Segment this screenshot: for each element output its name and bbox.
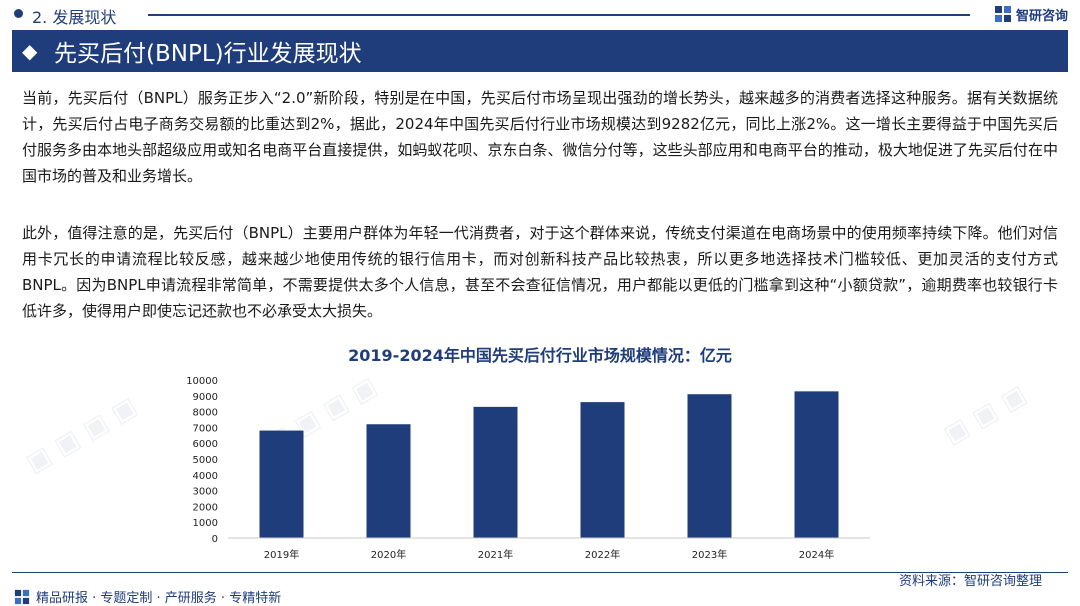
y-tick-label: 7000: [193, 423, 218, 434]
title-banner: ◆ 先买后付(BNPL)行业发展现状: [12, 30, 1068, 72]
x-tick-label: 2020年: [371, 548, 406, 561]
x-tick-label: 2023年: [692, 548, 727, 561]
y-tick-label: 1000: [193, 518, 218, 529]
y-tick-label: 10000: [186, 376, 218, 387]
y-tick-label: 9000: [193, 392, 218, 403]
y-tick-label: 2000: [193, 502, 218, 513]
brand-logo: 智研咨询: [994, 3, 1068, 25]
section-bullet-icon: [14, 9, 23, 18]
y-tick-label: 6000: [193, 439, 218, 450]
bars: [259, 391, 839, 538]
x-tick-label: 2019年: [264, 548, 299, 561]
footer-logo-icon: [14, 589, 30, 604]
bar-chart: 0 1000 2000 3000 4000 5000 6000 7000 8000 9000 100…: [186, 376, 870, 561]
y-tick-label: 8000: [193, 408, 218, 419]
page-title: 先买后付(BNPL)行业发展现状: [54, 41, 362, 67]
bar-2022年: [580, 402, 625, 538]
source-note: 资料来源：智研咨询整理: [898, 574, 1042, 589]
top-divider: [148, 14, 970, 16]
y-tick-label: 4000: [193, 471, 218, 482]
bar-2024年: [794, 391, 839, 538]
brand-logo-icon: [994, 6, 1011, 22]
x-axis: 2019年 2020年 2021年 2022年 2023年 2024年: [228, 537, 870, 561]
chart-title: 2019-2024年中国先买后付行业市场规模情况：亿元: [348, 346, 732, 365]
bar-2019年: [259, 430, 304, 538]
footer-bar: 精品研报 · 专题定制 · 产研服务 · 专精特新: [14, 587, 281, 606]
y-tick-label: 3000: [193, 487, 218, 498]
diamond-icon: ◆: [22, 39, 38, 63]
x-tick-label: 2021年: [478, 548, 513, 561]
x-tick-label: 2024年: [799, 548, 834, 561]
brand-name: 智研咨询: [1015, 8, 1068, 24]
y-tick-label: 5000: [193, 455, 218, 466]
bar-2023年: [687, 394, 732, 538]
y-axis: 0 1000 2000 3000 4000 5000 6000 7000 8000 9000 100…: [186, 376, 218, 545]
y-tick-label: 0: [212, 534, 218, 545]
paragraph-2: 此外，值得注意的是，先买后付（BNPL）主要用户群体为年轻一代消费者，对于这个群…: [22, 224, 1058, 320]
section-label: 2. 发展现状: [32, 8, 117, 27]
top-bar: 2. 发展现状: [0, 0, 1080, 30]
bar-2021年: [473, 406, 518, 538]
footer-divider: [12, 572, 1068, 573]
x-tick-label: 2022年: [585, 548, 620, 561]
paragraph-1: 当前，先买后付（BNPL）服务正步入“2.0”新阶段，特别是在中国，先买后付市场…: [22, 89, 1058, 185]
bar-2020年: [366, 424, 411, 538]
footer-services: 精品研报 · 专题定制 · 产研服务 · 专精特新: [36, 591, 282, 606]
